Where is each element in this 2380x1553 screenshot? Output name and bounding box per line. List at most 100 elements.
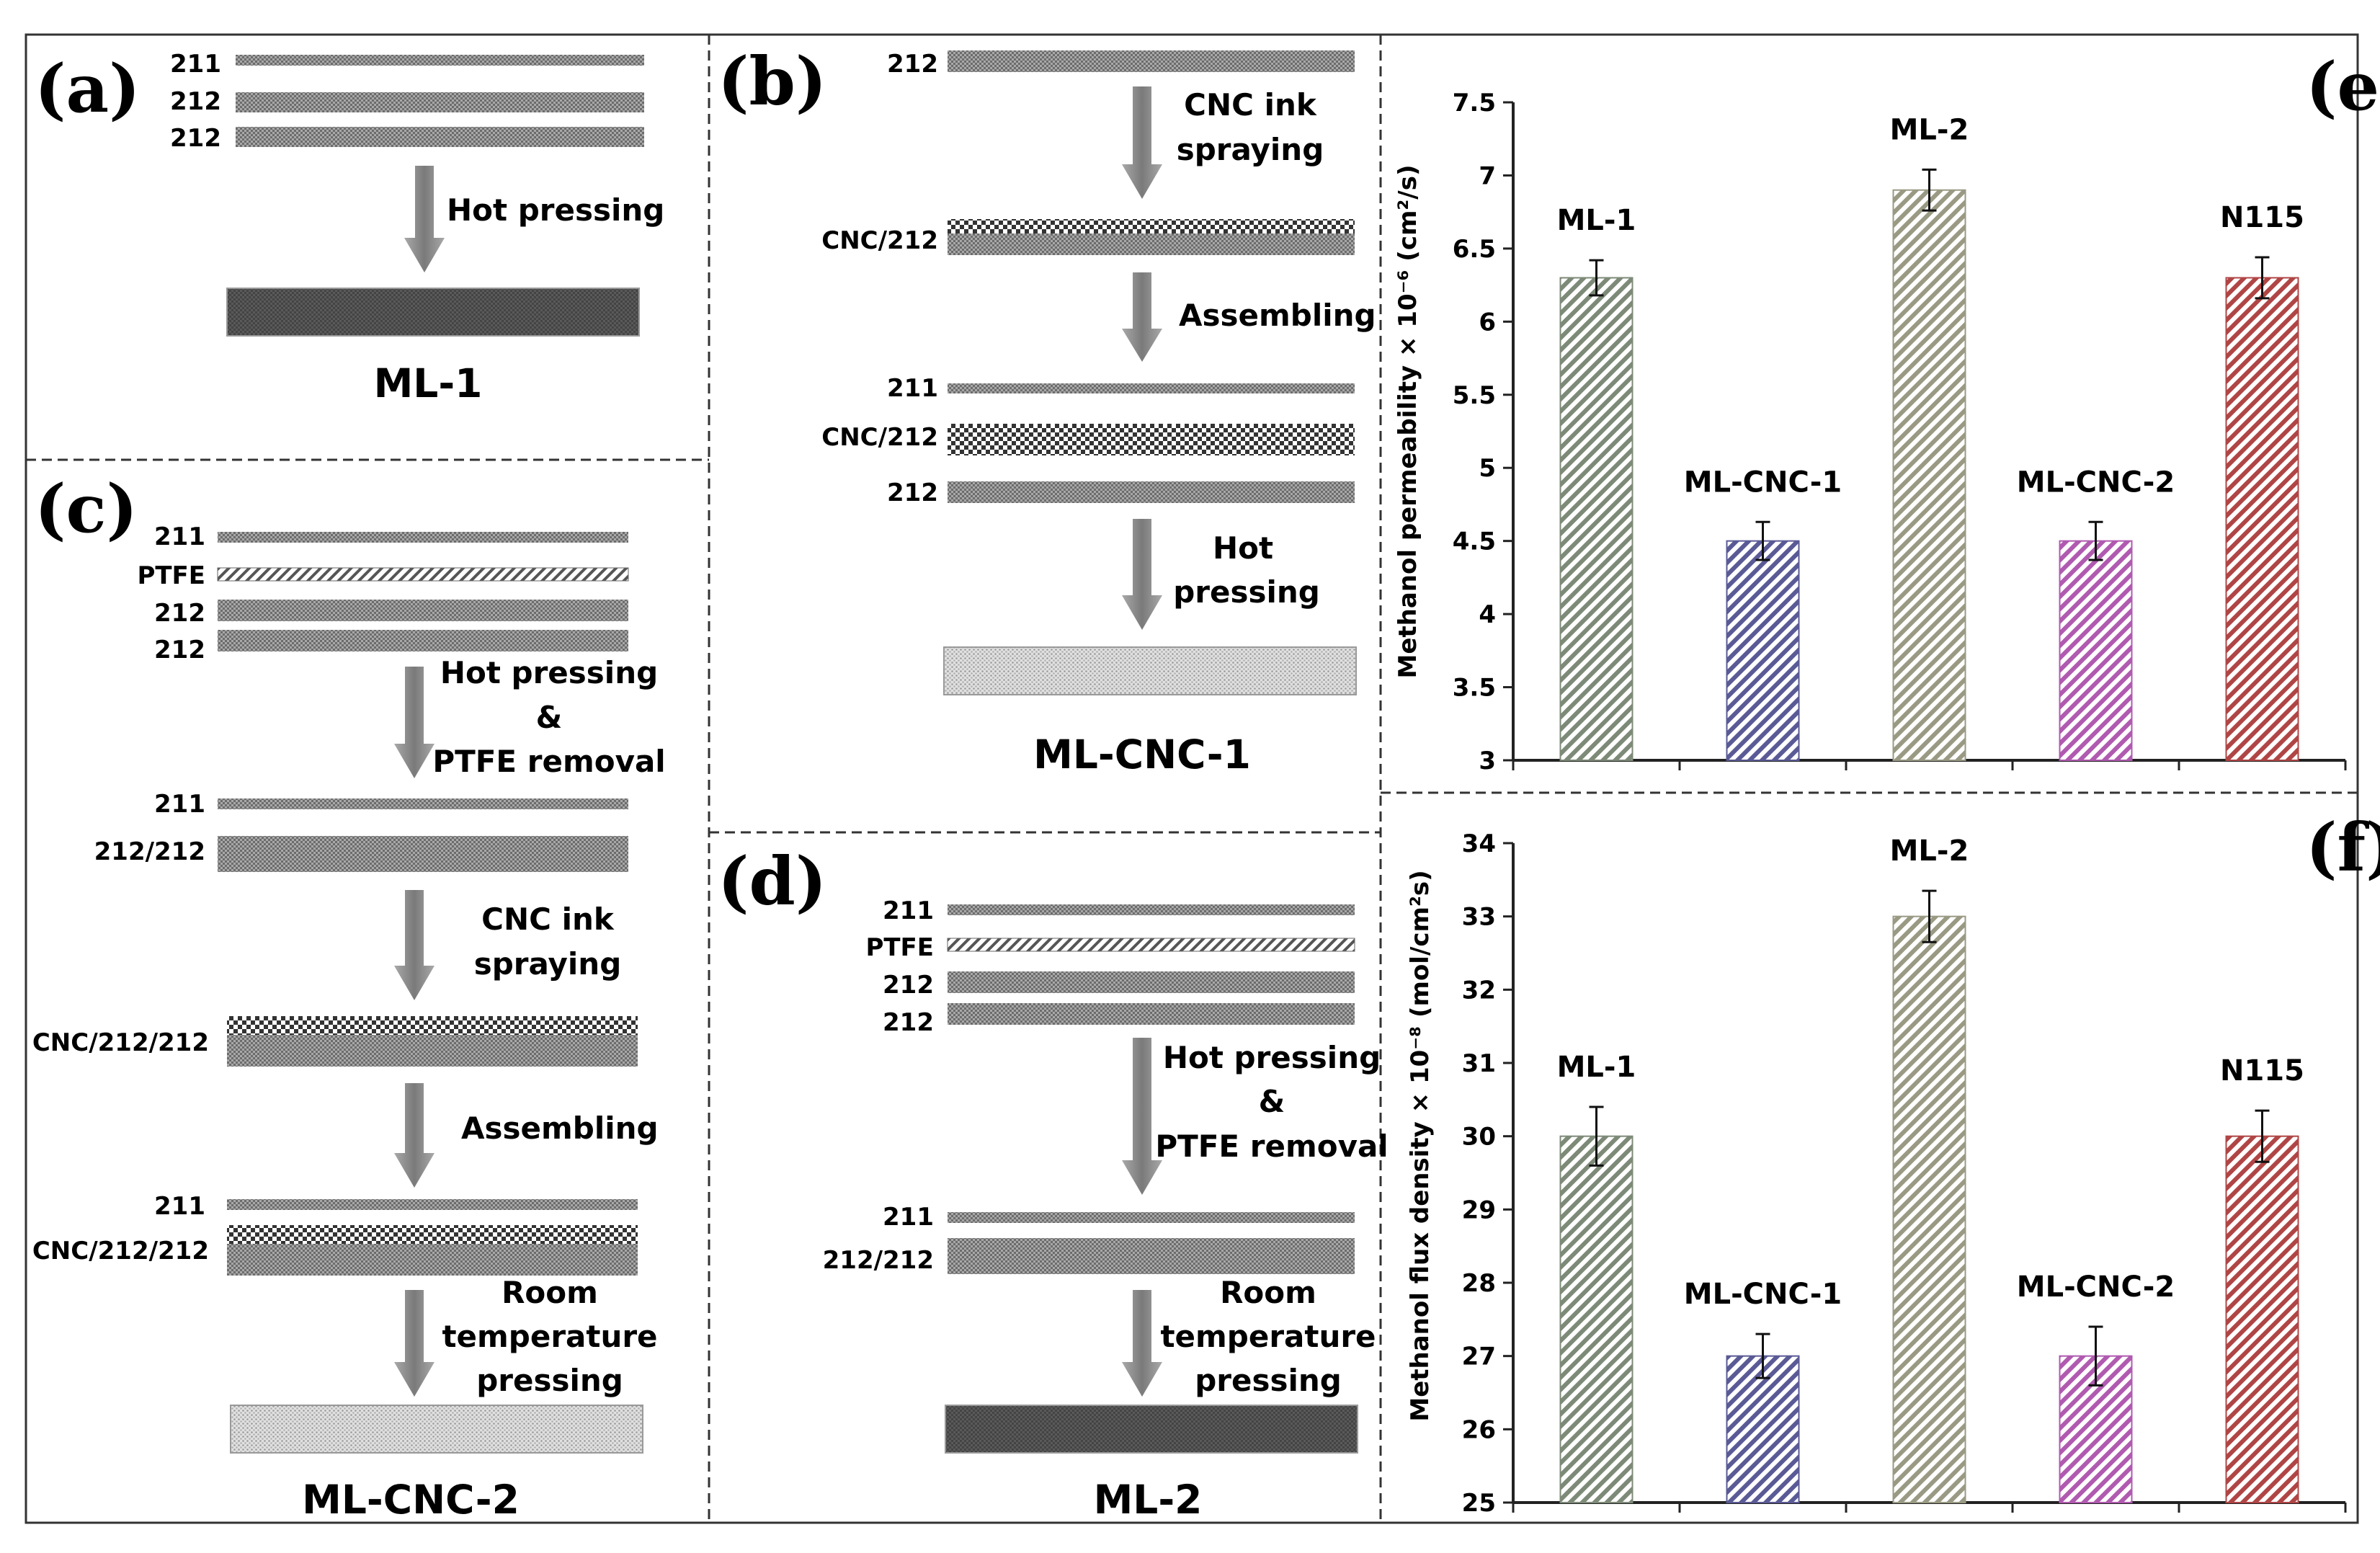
layer-label: 212 xyxy=(154,636,205,664)
membrane-layer xyxy=(227,1244,638,1276)
membrane-layer xyxy=(227,1199,638,1210)
step-label: CNC ink xyxy=(1184,87,1317,123)
y-tick-label: 5.5 xyxy=(1453,381,1496,410)
bar xyxy=(2225,277,2299,761)
layer-label: 211 xyxy=(887,374,938,403)
panel-b: (b) 212 CNC ink spraying CNC/212 Assembl… xyxy=(718,43,1376,778)
result-label: ML-CNC-1 xyxy=(1033,731,1251,778)
step-label: Hot pressing xyxy=(447,192,664,228)
process-arrow-icon xyxy=(1122,1038,1162,1195)
y-tick-label: 33 xyxy=(1462,903,1496,932)
step-label: Room xyxy=(1220,1275,1316,1310)
membrane-layer xyxy=(948,1212,1355,1223)
membrane-layer xyxy=(236,55,644,66)
y-tick-label: 5 xyxy=(1479,454,1496,483)
layer-label: PTFE xyxy=(865,933,934,962)
layer-label: 212 xyxy=(887,50,938,79)
layer-label: 212 xyxy=(170,124,221,153)
layer-label: 212 xyxy=(883,1008,934,1037)
bar-label: ML-CNC-1 xyxy=(1684,1278,1842,1311)
membrane-layer xyxy=(218,600,628,621)
bar xyxy=(1892,189,1966,761)
layer-label: 212/212 xyxy=(823,1246,934,1275)
bar xyxy=(2225,1135,2299,1503)
y-tick-label: 6.5 xyxy=(1453,235,1496,264)
membrane-layer xyxy=(218,836,628,872)
layer-label: 212 xyxy=(883,971,934,1000)
y-tick-label: 32 xyxy=(1462,976,1496,1005)
step-label: pressing xyxy=(1173,574,1320,610)
y-tick-label: 25 xyxy=(1462,1489,1496,1518)
process-arrow-icon xyxy=(1122,519,1162,630)
layer-label: 211 xyxy=(154,1192,205,1221)
panel-d: (d) 211 PTFE 212 212 Hot pressing & PTFE… xyxy=(718,842,1389,1523)
process-arrow-icon xyxy=(394,1083,434,1188)
y-tick-label: 26 xyxy=(1462,1415,1496,1444)
layer-label: 211 xyxy=(883,1203,934,1232)
bar xyxy=(1726,540,1800,762)
figure-frame xyxy=(24,33,2359,1524)
layer-label: CNC/212/212 xyxy=(32,1028,209,1057)
y-axis-label: Methanol permeability × 10⁻⁶ (cm²/s) xyxy=(1394,164,1422,678)
step-label: Assembling xyxy=(1179,298,1376,333)
step-label: spraying xyxy=(474,946,622,982)
bar-label: N115 xyxy=(2220,1054,2304,1087)
y-tick-label: 29 xyxy=(1462,1196,1496,1224)
step-label: spraying xyxy=(1177,132,1324,167)
process-arrow-icon xyxy=(404,166,445,272)
step-label: & xyxy=(536,700,563,735)
layer-label: 211 xyxy=(154,790,205,819)
bar-label: ML-2 xyxy=(1890,113,1969,146)
bar-label: ML-CNC-2 xyxy=(2017,466,2175,499)
cnc-coating xyxy=(948,424,1355,455)
bar xyxy=(1726,1355,1800,1503)
bar-label: N115 xyxy=(2220,201,2304,234)
step-label: CNC ink xyxy=(481,902,615,937)
y-tick-label: 4.5 xyxy=(1453,528,1496,556)
step-label: Assembling xyxy=(461,1111,659,1146)
ptfe-layer xyxy=(947,938,1355,952)
step-label: pressing xyxy=(476,1363,623,1398)
step-label: temperature xyxy=(442,1319,657,1354)
step-label: PTFE removal xyxy=(432,744,665,779)
membrane-result xyxy=(226,288,640,337)
panel-e-letter: (e) xyxy=(2306,48,2380,125)
step-label: & xyxy=(1259,1084,1285,1119)
membrane-layer xyxy=(948,233,1355,255)
membrane-result xyxy=(945,1405,1358,1454)
y-tick-label: 27 xyxy=(1462,1343,1496,1371)
membrane-layer xyxy=(948,904,1355,915)
step-label: PTFE removal xyxy=(1155,1129,1388,1164)
layer-label: 212 xyxy=(887,479,938,507)
panel-c: (c) 211 PTFE 212 212 Hot pressing & PTFE… xyxy=(32,470,666,1523)
y-tick-label: 3.5 xyxy=(1453,674,1496,703)
y-axis-label: Methanol flux density × 10⁻⁸ (mol/cm²s) xyxy=(1406,870,1435,1421)
layer-label: 211 xyxy=(154,522,205,551)
step-label: temperature xyxy=(1160,1319,1376,1354)
membrane-layer xyxy=(948,1003,1355,1025)
membrane-layer xyxy=(236,92,644,112)
membrane-layer xyxy=(236,127,644,147)
y-tick-label: 28 xyxy=(1462,1269,1496,1298)
step-label: Hot pressing xyxy=(1163,1040,1381,1075)
process-arrow-icon xyxy=(394,667,434,778)
bar xyxy=(2059,540,2133,762)
result-label: ML-1 xyxy=(374,360,483,406)
ptfe-layer xyxy=(217,567,629,582)
bar xyxy=(1559,277,1634,761)
membrane-layer xyxy=(218,798,628,809)
layer-label: 212/212 xyxy=(94,837,205,866)
membrane-result xyxy=(230,1405,643,1454)
membrane-layer xyxy=(218,630,628,651)
layer-label: CNC/212/212 xyxy=(32,1237,209,1265)
membrane-layer xyxy=(948,481,1355,503)
bar xyxy=(1892,915,1966,1503)
membrane-layer xyxy=(948,971,1355,993)
step-label: pressing xyxy=(1195,1363,1342,1398)
step-label: Hot xyxy=(1213,530,1273,566)
layer-label: 212 xyxy=(170,87,221,116)
panel-c-letter: (c) xyxy=(35,470,138,548)
chart-permeability: (e) Methanol permeability × 10⁻⁶ (cm²/s)… xyxy=(1394,48,2380,775)
layer-label: 211 xyxy=(883,896,934,925)
